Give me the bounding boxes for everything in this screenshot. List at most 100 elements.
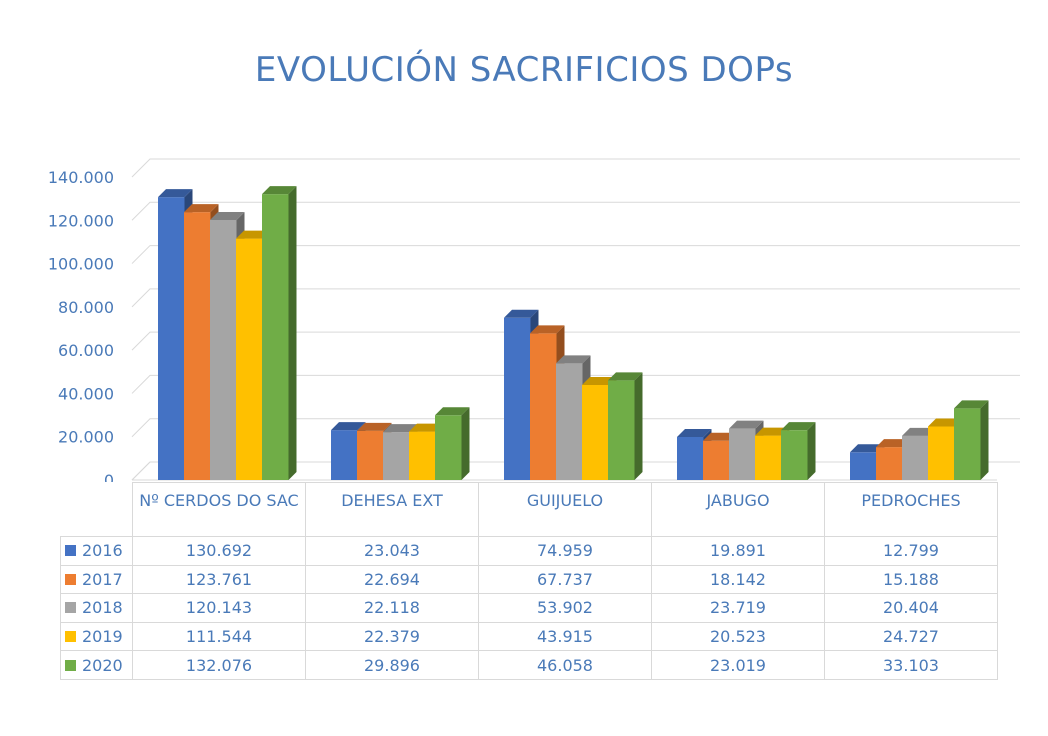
bar-top <box>677 428 712 437</box>
data-label: 19.891 <box>651 536 825 566</box>
data-label: 23.043 <box>305 536 479 566</box>
data-label: 22.118 <box>305 593 479 623</box>
bar-front <box>902 435 929 480</box>
legend-entry: 2020 <box>60 650 133 680</box>
bar-top <box>850 444 885 453</box>
bar-side <box>634 372 643 480</box>
table-corner <box>60 482 133 537</box>
category-label: DEHESA EXT <box>305 482 479 537</box>
bar-side <box>980 400 989 480</box>
legend-swatch <box>65 545 76 557</box>
y-tick-label: 80.000 <box>58 298 114 317</box>
table-row: 2017 123.761 22.694 67.737 18.142 15.188 <box>60 564 998 595</box>
table-header-row: Nº CERDOS DO SAC DEHESA EXT GUIJUELO JABUGO… <box>60 482 998 537</box>
bar-top <box>236 230 271 239</box>
gridline <box>131 418 1020 438</box>
data-table: Nº CERDOS DO SAC DEHESA EXT GUIJUELO JABUGO… <box>60 482 998 680</box>
data-label: 43.915 <box>478 621 652 652</box>
data-label: 20.404 <box>824 593 998 623</box>
data-label: 23.019 <box>651 650 825 680</box>
bar-top <box>781 422 816 431</box>
bar-front <box>954 408 981 480</box>
y-tick-label: 0 <box>104 471 114 482</box>
series-name: 2017 <box>82 569 123 589</box>
series-name: 2016 <box>82 541 123 561</box>
bar-front <box>383 432 410 480</box>
bar-top <box>703 432 738 441</box>
bar-top <box>383 424 418 433</box>
data-label: 123.761 <box>132 564 306 595</box>
y-tick-label: 60.000 <box>58 341 114 360</box>
bar-top <box>210 211 245 220</box>
legend-swatch <box>65 573 76 585</box>
bar-top <box>262 186 297 195</box>
data-label: 33.103 <box>824 650 998 680</box>
series-name: 2020 <box>82 655 123 675</box>
bar-front <box>331 430 358 480</box>
data-label: 24.727 <box>824 621 998 652</box>
bar-front <box>850 452 877 480</box>
bar-front <box>703 440 730 480</box>
data-label: 22.379 <box>305 621 479 652</box>
bar-front <box>504 317 531 480</box>
bar-front <box>556 363 583 480</box>
bar-2020-1 <box>435 407 470 480</box>
bar-front <box>781 430 808 480</box>
bar-front <box>729 428 756 480</box>
category-label: GUIJUELO <box>478 482 652 537</box>
gridline <box>131 158 1020 178</box>
data-label: 18.142 <box>651 564 825 595</box>
y-tick-label: 100.000 <box>48 255 114 274</box>
legend-entry: 2017 <box>60 564 133 595</box>
bar-top <box>435 407 470 416</box>
data-label: 132.076 <box>132 650 306 680</box>
bar-front <box>210 219 237 480</box>
bar-top <box>876 439 911 448</box>
bar-front <box>236 238 263 480</box>
bar-top <box>608 372 643 381</box>
bar-top <box>729 420 764 429</box>
data-label: 74.959 <box>478 536 652 566</box>
data-label: 15.188 <box>824 564 998 595</box>
gridline <box>131 201 1020 221</box>
gridline <box>131 374 1020 394</box>
data-label: 12.799 <box>824 536 998 566</box>
data-label: 67.737 <box>478 564 652 595</box>
y-tick-label: 140.000 <box>48 168 114 187</box>
category-label: JABUGO <box>651 482 825 537</box>
category-label: PEDROCHES <box>824 482 998 537</box>
data-label: 23.719 <box>651 593 825 623</box>
gridline <box>131 245 1020 264</box>
bar-front <box>409 431 436 480</box>
bar-2020-2 <box>608 372 643 480</box>
series-name: 2019 <box>82 627 123 647</box>
legend-swatch <box>65 659 76 671</box>
y-tick-label: 40.000 <box>58 384 114 403</box>
series-name: 2018 <box>82 598 123 618</box>
gridline <box>131 288 1020 308</box>
data-label: 53.902 <box>478 593 652 623</box>
bar-2020-4 <box>954 400 989 480</box>
bar-side <box>288 186 297 481</box>
table-row: 2018 120.143 22.118 53.902 23.719 20.404 <box>60 593 998 623</box>
bar-front <box>530 333 557 480</box>
bar-top <box>582 376 617 385</box>
bar-2020-3 <box>781 422 816 480</box>
data-label: 46.058 <box>478 650 652 680</box>
table-row: 2016 130.692 23.043 74.959 19.891 12.799 <box>60 536 998 566</box>
bar-top <box>954 400 989 409</box>
y-tick-label: 20.000 <box>58 428 114 447</box>
bar-front <box>158 197 185 480</box>
bar-top <box>755 427 790 436</box>
bar-front <box>608 380 635 480</box>
bar-front <box>357 430 384 480</box>
table-row: 2019 111.544 22.379 43.915 20.523 24.727 <box>60 621 998 652</box>
bar-side <box>807 422 816 480</box>
legend-swatch <box>65 602 76 614</box>
data-label: 22.694 <box>305 564 479 595</box>
y-tick-label: 120.000 <box>48 211 114 230</box>
data-label: 120.143 <box>132 593 306 623</box>
gridline <box>131 331 1020 351</box>
bar-front <box>184 212 211 481</box>
bar-2020-0 <box>262 186 297 481</box>
